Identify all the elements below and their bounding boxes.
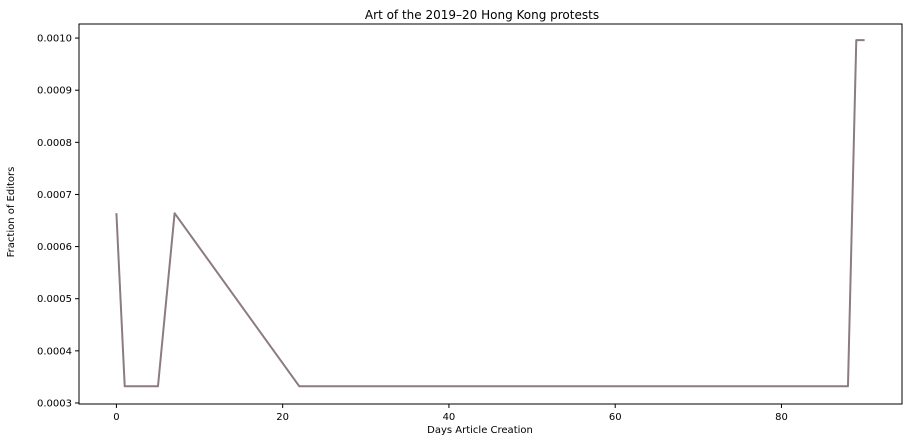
series-line [115,39,865,388]
x-tick-label: 20 [276,412,289,423]
x-tick-label: 60 [609,412,622,423]
y-tick-label: 0.0008 [37,138,72,149]
y-tick-label: 0.0005 [37,294,72,305]
y-tick-label: 0.0004 [37,346,72,357]
chart-title: Art of the 2019–20 Hong Kong protests [365,8,599,22]
y-tick-label: 0.0003 [37,398,72,409]
y-axis-label: Fraction of Editors [6,167,17,258]
series-layer [115,39,865,388]
y-tick-label: 0.0009 [37,86,72,97]
y-axis: 0.0003 0.0004 0.0005 0.0006 0.0007 0.0008 0.00… [37,34,79,409]
x-tick-label: 0 [113,412,119,423]
y-tick-label: 0.0007 [37,190,72,201]
plot-frame [78,23,903,405]
x-tick-label: 80 [775,412,788,423]
x-axis-label: Days Article Creation [427,425,533,436]
x-axis: 0 20 40 60 80 [113,404,788,423]
y-tick-label: 0.0010 [37,34,72,45]
y-tick-label: 0.0006 [37,242,72,253]
x-tick-label: 40 [443,412,456,423]
